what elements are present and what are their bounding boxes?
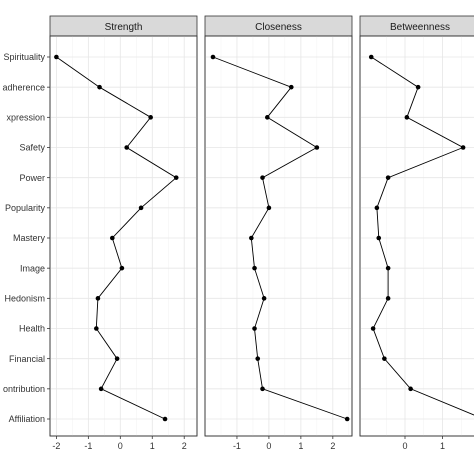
data-point <box>260 386 265 392</box>
plot-area <box>359 35 474 437</box>
y-tick-label: Mastery <box>13 233 46 243</box>
y-tick-label: Hedonism <box>4 294 45 304</box>
x-tick-label: 2 <box>182 441 187 451</box>
data-point <box>260 175 265 180</box>
panel-betweenness: Betweenness 0 1 <box>359 15 474 451</box>
x-tick-label: -1 <box>233 441 241 451</box>
data-point <box>385 265 391 271</box>
data-point <box>252 326 257 331</box>
y-tick-label: Health <box>19 324 45 334</box>
data-point <box>162 416 168 422</box>
y-tick-label: Spirituality <box>3 52 45 62</box>
data-point <box>148 115 153 120</box>
data-point <box>110 235 115 241</box>
data-point <box>98 386 104 392</box>
y-tick-label: Power <box>19 173 45 183</box>
data-point <box>382 356 387 361</box>
panel-strength: Strength -2 -1 0 1 2 <box>49 15 198 451</box>
y-tick-label: xpression <box>6 113 45 123</box>
y-tick-label: Popularity <box>5 203 46 213</box>
data-point <box>374 205 380 211</box>
panel-border <box>204 35 353 437</box>
x-tick-label: 2 <box>330 441 335 451</box>
data-point <box>344 416 350 422</box>
x-tick-label: 0 <box>118 441 123 451</box>
x-tick-label: 1 <box>298 441 303 451</box>
panel-border <box>49 35 198 437</box>
y-tick-label: Image <box>20 263 45 273</box>
facet-title: Betweenness <box>390 22 450 33</box>
x-tick-label: -2 <box>52 441 60 451</box>
data-point <box>385 296 391 301</box>
x-tick-label: -1 <box>84 441 92 451</box>
data-point <box>460 145 466 150</box>
data-point <box>173 175 179 180</box>
panel-closeness: Closeness -1 0 1 2 <box>204 15 353 451</box>
y-tick-label: adherence <box>2 82 45 92</box>
plot-area <box>204 35 353 437</box>
data-point <box>255 356 261 361</box>
data-point <box>376 235 382 241</box>
y-tick-label: Safety <box>19 143 45 153</box>
x-tick-label: 0 <box>266 441 271 451</box>
data-point <box>97 84 102 90</box>
y-axis-labels: Spirituality adherence xpression Safety Powe… <box>2 52 50 424</box>
data-point <box>94 326 99 331</box>
data-point <box>95 296 101 301</box>
data-point <box>252 265 257 271</box>
data-point <box>138 205 144 211</box>
facet-panels: Strength -2 -1 0 1 2 Closeness -1 0 1 2 Betweenness… <box>49 15 474 451</box>
data-point <box>385 175 391 180</box>
data-point <box>249 235 254 241</box>
facet-title: Strength <box>105 22 143 33</box>
x-tick-label: 0 <box>402 441 407 451</box>
data-point <box>288 84 294 90</box>
data-point <box>54 54 59 60</box>
data-point <box>210 54 216 60</box>
data-point <box>265 115 270 120</box>
data-point <box>404 115 410 120</box>
data-point <box>119 265 125 271</box>
y-tick-label: ontribution <box>3 384 45 394</box>
data-point <box>314 145 320 150</box>
data-point <box>415 84 421 90</box>
panel-border <box>359 35 474 437</box>
data-point <box>261 296 267 301</box>
data-point <box>114 356 120 361</box>
x-tick-label: 1 <box>440 441 445 451</box>
y-tick-label: Affiliation <box>9 414 45 424</box>
x-tick-label: 1 <box>150 441 155 451</box>
data-point <box>408 386 413 392</box>
plot-area <box>49 35 198 437</box>
data-point <box>370 326 376 331</box>
y-tick-label: Financial <box>9 354 45 364</box>
data-point <box>124 145 129 150</box>
data-point <box>368 54 374 60</box>
facet-title: Closeness <box>255 22 302 33</box>
data-point <box>266 205 272 211</box>
